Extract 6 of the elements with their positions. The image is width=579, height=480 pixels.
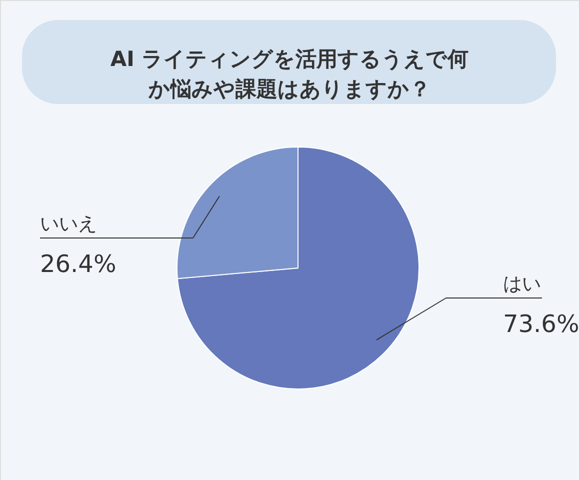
slice-label: いいえ bbox=[40, 213, 97, 235]
chart-title: AI ライティングを活用するうえで何か悩みや課題はありますか？ bbox=[110, 47, 469, 101]
slice-label: はい bbox=[503, 273, 541, 295]
data-label: 73.6% bbox=[503, 310, 579, 338]
pie-slice bbox=[176, 146, 420, 390]
data-label: 26.4% bbox=[40, 250, 116, 278]
